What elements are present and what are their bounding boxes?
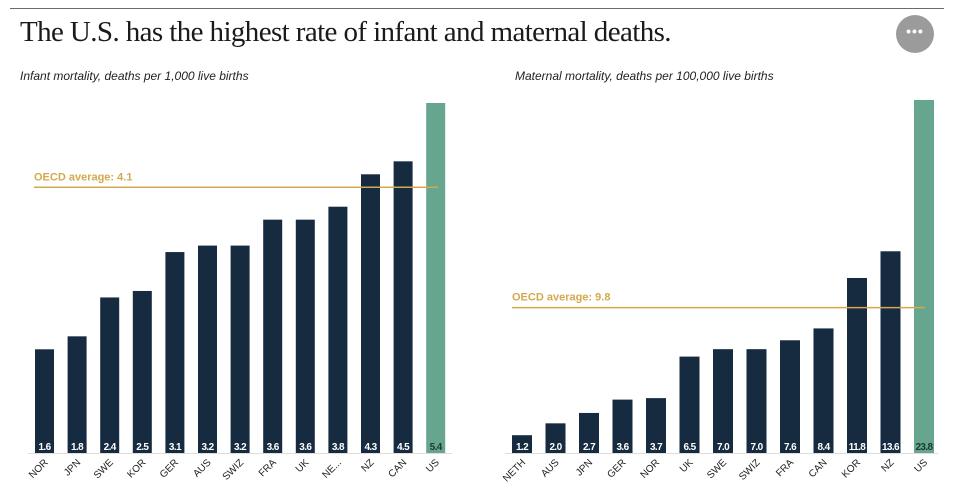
maternal-bar-nz <box>880 251 901 453</box>
infant-value-label: 3.6 <box>267 442 280 453</box>
infant-value-label: 4.5 <box>397 442 410 453</box>
maternal-bar-ger <box>612 399 633 453</box>
maternal-value-label: 7.0 <box>717 442 730 453</box>
infant-value-label: 3.2 <box>201 442 214 453</box>
maternal-bar-kor <box>847 277 867 453</box>
infant-value-label: 3.8 <box>332 442 345 453</box>
infant-bar-swe <box>100 297 120 453</box>
maternal-value-label: 7.6 <box>784 442 797 453</box>
maternal-bar-nor <box>646 398 666 453</box>
maternal-tick-label: JPN <box>574 457 595 478</box>
infant-tick-label: FRA <box>257 457 279 479</box>
more-horizontal-icon: ••• <box>906 23 924 39</box>
infant-tick-label: SWIZ <box>221 457 246 482</box>
maternal-tick-label: KOR <box>840 457 863 480</box>
infant-tick-label: NZ <box>359 457 376 474</box>
maternal-value-label: 3.6 <box>616 442 629 453</box>
maternal-tick-label: NZ <box>879 457 896 474</box>
maternal-bar-swe <box>713 349 733 453</box>
infant-bar-ger <box>165 252 185 453</box>
maternal-value-label: 11.8 <box>849 442 867 453</box>
maternal-chart-subtitle: Maternal mortality, deaths per 100,000 l… <box>515 69 774 83</box>
maternal-value-label: 7.0 <box>750 442 763 453</box>
infant-bar-swiz <box>230 245 250 453</box>
maternal-value-label: 2.0 <box>549 442 562 453</box>
maternal-bar-jpn <box>579 412 599 453</box>
more-options-button[interactable]: ••• <box>896 15 934 53</box>
infant-bar-nor <box>35 349 54 453</box>
maternal-bar-uk <box>679 356 700 453</box>
maternal-bar-can <box>813 328 834 453</box>
top-rule <box>10 8 944 9</box>
maternal-tick-label: UK <box>678 457 696 475</box>
maternal-value-label: 6.5 <box>683 442 696 453</box>
maternal-bar-us <box>914 100 934 453</box>
maternal-bar-fra <box>780 340 800 453</box>
infant-tick-label: NE... <box>321 457 345 481</box>
maternal-oecd-average-label: OECD average: 9.8 <box>512 292 610 304</box>
maternal-value-label: 8.4 <box>817 442 830 453</box>
maternal-chart: 1.2 NETH 2.0 AUS 2.7 JPN 3.6 GER 3.7 NOR 6.5 UK 7.0 S… <box>501 100 938 484</box>
maternal-tick-label: AUS <box>539 457 562 480</box>
infant-value-label: 3.1 <box>169 442 182 453</box>
maternal-value-label: 13.6 <box>882 442 900 453</box>
maternal-bar-swiz <box>746 349 767 453</box>
infant-tick-label: SWE <box>92 457 116 481</box>
maternal-tick-label: US <box>913 457 931 475</box>
infant-tick-label: KOR <box>125 457 148 480</box>
infant-bar-jpn <box>67 336 87 453</box>
page-title: The U.S. has the highest rate of infant … <box>20 16 672 48</box>
infant-chart: 1.6 NOR 1.8 JPN 2.4 SWE 2.5 KOR 3.1 GER 3.2 AUS 3.2 S… <box>27 103 452 483</box>
infant-value-label: 1.6 <box>38 442 51 453</box>
infant-tick-label: NOR <box>27 457 51 481</box>
maternal-value-label: 3.7 <box>650 442 663 453</box>
maternal-tick-label: CAN <box>807 457 830 480</box>
infant-bar-nz <box>361 174 380 453</box>
infant-oecd-average-label: OECD average: 4.1 <box>34 171 132 183</box>
infant-value-label: 3.6 <box>299 442 312 453</box>
infant-value-label: 1.8 <box>71 442 84 453</box>
infant-value-label: 3.2 <box>234 442 247 453</box>
infant-tick-label: GER <box>158 457 181 480</box>
maternal-bar-aus <box>545 423 566 453</box>
infant-value-label: 2.5 <box>136 442 149 453</box>
infant-bar-us <box>426 103 446 453</box>
infant-bar-ne <box>328 206 348 453</box>
infant-tick-label: CAN <box>387 457 410 480</box>
infant-bar-fra <box>263 219 283 453</box>
maternal-tick-label: GER <box>606 457 629 480</box>
maternal-tick-label: FRA <box>774 457 796 479</box>
infant-value-label: 2.4 <box>104 442 117 453</box>
infant-tick-label: JPN <box>62 457 83 478</box>
maternal-tick-label: SWIZ <box>737 457 762 482</box>
infant-value-label: 5.4 <box>430 442 443 453</box>
infant-tick-label: UK <box>294 457 312 475</box>
infant-tick-label: US <box>424 457 442 475</box>
infant-bar-uk <box>295 219 315 453</box>
maternal-tick-label: NETH <box>501 457 528 484</box>
maternal-value-label: 1.2 <box>516 442 529 453</box>
infant-bar-aus <box>198 245 217 453</box>
maternal-value-label: 23.8 <box>915 442 933 453</box>
maternal-bar-neth <box>512 435 532 453</box>
infant-bar-kor <box>132 290 152 453</box>
infant-chart-subtitle: Infant mortality, deaths per 1,000 live … <box>20 69 249 83</box>
infant-tick-label: AUS <box>191 457 214 480</box>
maternal-tick-label: SWE <box>705 457 729 481</box>
maternal-tick-label: NOR <box>639 457 663 481</box>
infant-value-label: 4.3 <box>364 442 377 453</box>
infant-bar-can <box>393 161 413 454</box>
maternal-value-label: 2.7 <box>583 442 596 453</box>
